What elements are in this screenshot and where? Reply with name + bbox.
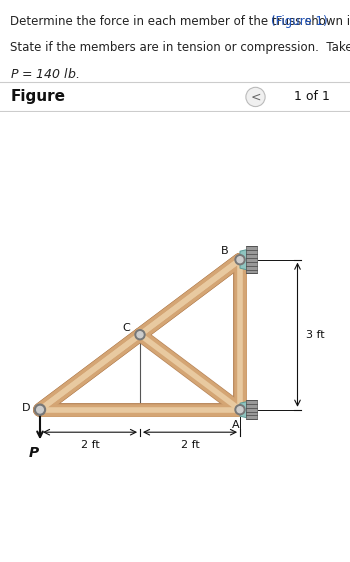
Text: 2 ft: 2 ft <box>181 439 199 450</box>
Text: Determine the force in each member of the truss shown in: Determine the force in each member of th… <box>10 15 350 28</box>
Text: P: P <box>29 446 39 460</box>
Text: C: C <box>122 323 130 333</box>
Text: D: D <box>21 403 30 413</box>
Circle shape <box>237 407 243 413</box>
Polygon shape <box>240 402 246 418</box>
Text: (Figure 1): (Figure 1) <box>271 15 328 28</box>
Circle shape <box>237 257 243 262</box>
Circle shape <box>235 255 245 265</box>
Text: $P$ = 140 lb.: $P$ = 140 lb. <box>10 67 80 81</box>
Polygon shape <box>240 250 246 270</box>
Text: State if the members are in tension or compression.  Take that: State if the members are in tension or c… <box>10 41 350 54</box>
Text: Figure: Figure <box>10 89 65 105</box>
Text: B: B <box>221 246 229 256</box>
Text: 3 ft: 3 ft <box>307 330 325 339</box>
Circle shape <box>235 405 245 415</box>
Bar <box>246 400 257 419</box>
Bar <box>246 246 257 274</box>
Text: A: A <box>232 420 240 430</box>
Circle shape <box>137 332 143 338</box>
Text: <: < <box>250 90 261 103</box>
Text: 2 ft: 2 ft <box>80 439 99 450</box>
Circle shape <box>37 406 43 413</box>
Text: 1 of 1: 1 of 1 <box>294 90 330 103</box>
Circle shape <box>35 404 46 415</box>
Circle shape <box>135 330 145 339</box>
